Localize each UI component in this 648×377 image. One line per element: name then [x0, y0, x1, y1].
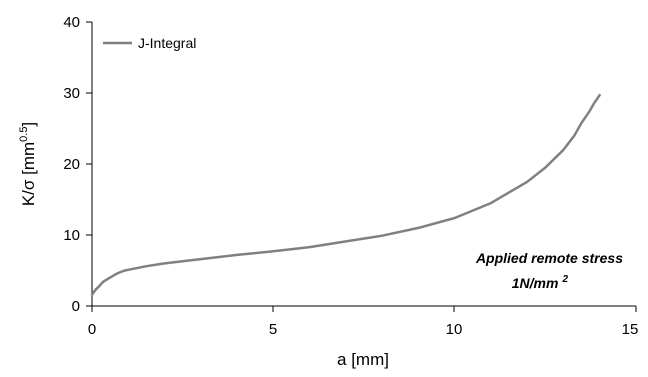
annotation-line-2: 1N/mm 2 — [512, 274, 569, 291]
annotation-line-1: Applied remote stress — [475, 250, 623, 266]
y-tick-label: 40 — [63, 14, 80, 31]
x-tick-label: 15 — [622, 321, 639, 338]
y-tick-label: 20 — [63, 156, 80, 173]
annotation-unit-sup: 2 — [561, 274, 568, 285]
x-tick-label: 5 — [269, 321, 277, 338]
x-axis-title: a [mm] — [337, 350, 389, 369]
x-tick-label: 0 — [88, 321, 96, 338]
y-axis-title-sup: 0.5 — [18, 127, 30, 142]
x-ticks: 0 5 10 15 — [88, 306, 639, 338]
y-tick-label: 30 — [63, 85, 80, 102]
x-tick-label: 10 — [446, 321, 463, 338]
stress-annotation: Applied remote stress 1N/mm 2 — [475, 250, 623, 291]
y-axis-title: K/σ [mm0.5] — [18, 122, 38, 206]
y-axis-title-base: K/σ [mm — [19, 142, 38, 206]
y-axis-title-close: ] — [19, 122, 38, 127]
y-ticks: 0 10 20 30 40 — [63, 14, 92, 315]
y-tick-label: 0 — [72, 298, 80, 315]
legend: J-Integral — [103, 35, 196, 51]
y-tick-label: 10 — [63, 227, 80, 244]
legend-label-j-integral: J-Integral — [138, 35, 196, 51]
series-line-j-integral — [90, 93, 601, 296]
annotation-unit: 1N/mm — [512, 275, 559, 291]
